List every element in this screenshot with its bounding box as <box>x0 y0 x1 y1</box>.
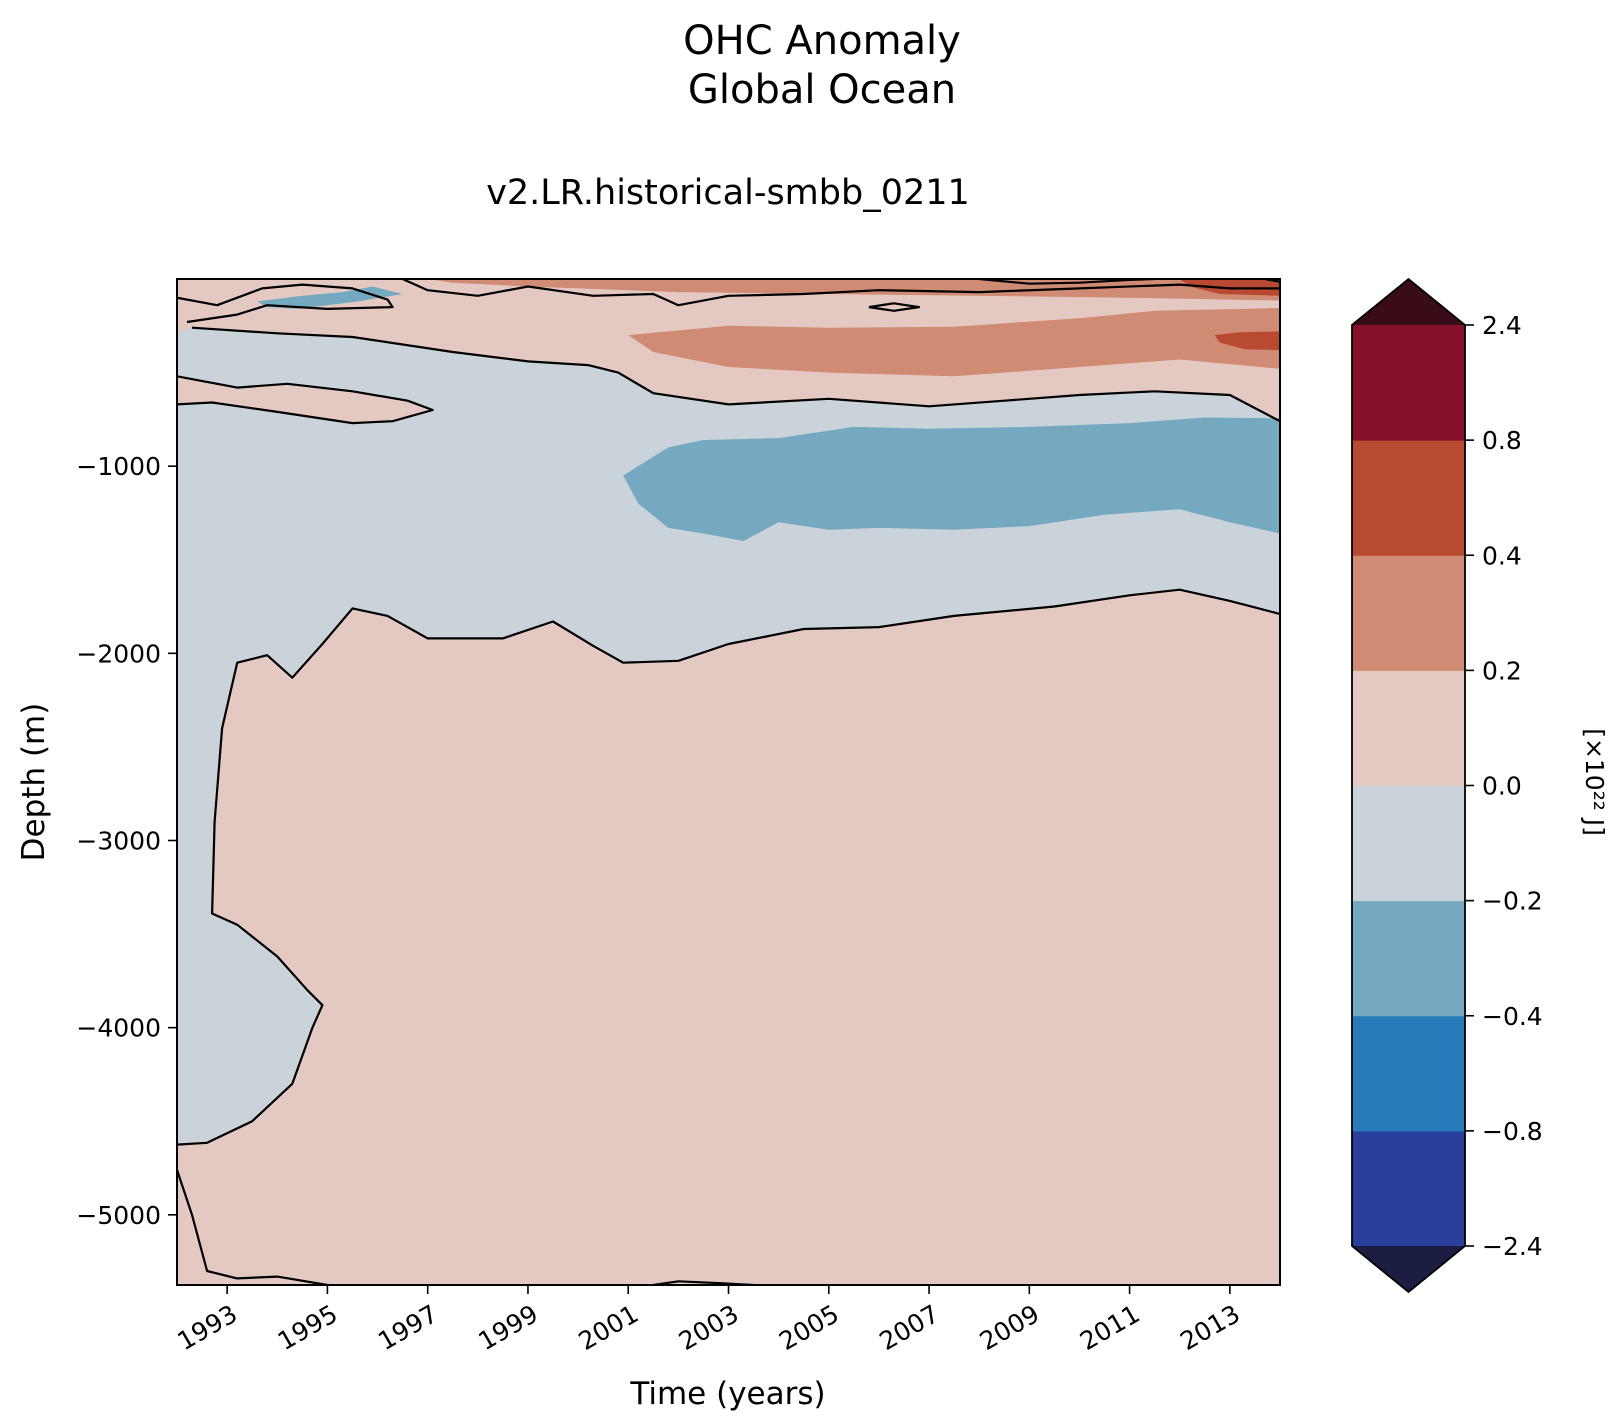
y-axis: −1000 −2000 −3000 −4000 −5000 <box>76 452 177 1230</box>
x-tick-label-1993: 1993 <box>173 1299 243 1356</box>
x-axis: 1993 1995 1997 1999 2001 2003 2005 2007 2009 2011… <box>173 1285 1245 1356</box>
y-tick-label-1: −2000 <box>76 639 161 668</box>
colorbar-tick-label-2: −0.4 <box>1482 1002 1543 1031</box>
colorbar-segment-7 <box>1352 325 1465 441</box>
x-tick-label-2001: 2001 <box>574 1299 644 1356</box>
x-tick-label-2007: 2007 <box>874 1299 944 1356</box>
colorbar-segment-1 <box>1352 1016 1465 1132</box>
x-tick-label-2011: 2011 <box>1075 1299 1145 1356</box>
colorbar-over-extension <box>1352 279 1465 325</box>
x-tick-label-2005: 2005 <box>774 1299 844 1356</box>
x-axis-label: Time (years) <box>629 1376 825 1412</box>
colorbar-tick-label-4: 0.0 <box>1482 772 1522 801</box>
x-tick-label-2013: 2013 <box>1175 1299 1245 1356</box>
chart-subtitle: v2.LR.historical-smbb_0211 <box>486 173 970 213</box>
x-tick-label-1999: 1999 <box>473 1299 543 1356</box>
colorbar-tick-label-5: 0.2 <box>1482 656 1522 685</box>
y-axis-label: Depth (m) <box>16 703 52 862</box>
chart-title-line2: Global Ocean <box>688 67 956 113</box>
colorbar-tick-label-6: 0.4 <box>1482 541 1522 570</box>
colorbar-segment-6 <box>1352 440 1465 556</box>
colorbar-segment-3 <box>1352 786 1465 902</box>
colorbar-tick-label-0: −2.4 <box>1482 1232 1543 1261</box>
colorbar-tick-label-8: 2.4 <box>1482 311 1522 340</box>
y-tick-label-0: −1000 <box>76 452 161 481</box>
colorbar-segment-0 <box>1352 1131 1465 1247</box>
x-tick-label-1997: 1997 <box>373 1299 443 1356</box>
colorbar: −2.4 −0.8 −0.4 −0.2 0.0 0.2 0.4 0.8 2.4 <box>1352 279 1543 1292</box>
plot-area <box>177 279 1280 1285</box>
y-tick-label-2: −3000 <box>76 826 161 855</box>
x-tick-label-2003: 2003 <box>674 1299 744 1356</box>
colorbar-segment-2 <box>1352 901 1465 1017</box>
colorbar-segment-4 <box>1352 670 1465 786</box>
chart-title-line1: OHC Anomaly <box>683 18 961 64</box>
y-tick-label-3: −4000 <box>76 1014 161 1043</box>
colorbar-under-extension <box>1352 1246 1465 1292</box>
colorbar-label: [×10²² J] <box>1580 728 1609 836</box>
colorbar-segment-5 <box>1352 555 1465 671</box>
colorbar-tick-label-7: 0.8 <box>1482 426 1522 455</box>
y-tick-label-4: −5000 <box>76 1201 161 1230</box>
x-tick-label-2009: 2009 <box>975 1299 1045 1356</box>
colorbar-tick-label-3: −0.2 <box>1482 887 1543 916</box>
colorbar-tick-label-1: −0.8 <box>1482 1117 1543 1146</box>
x-tick-label-1995: 1995 <box>273 1299 343 1356</box>
